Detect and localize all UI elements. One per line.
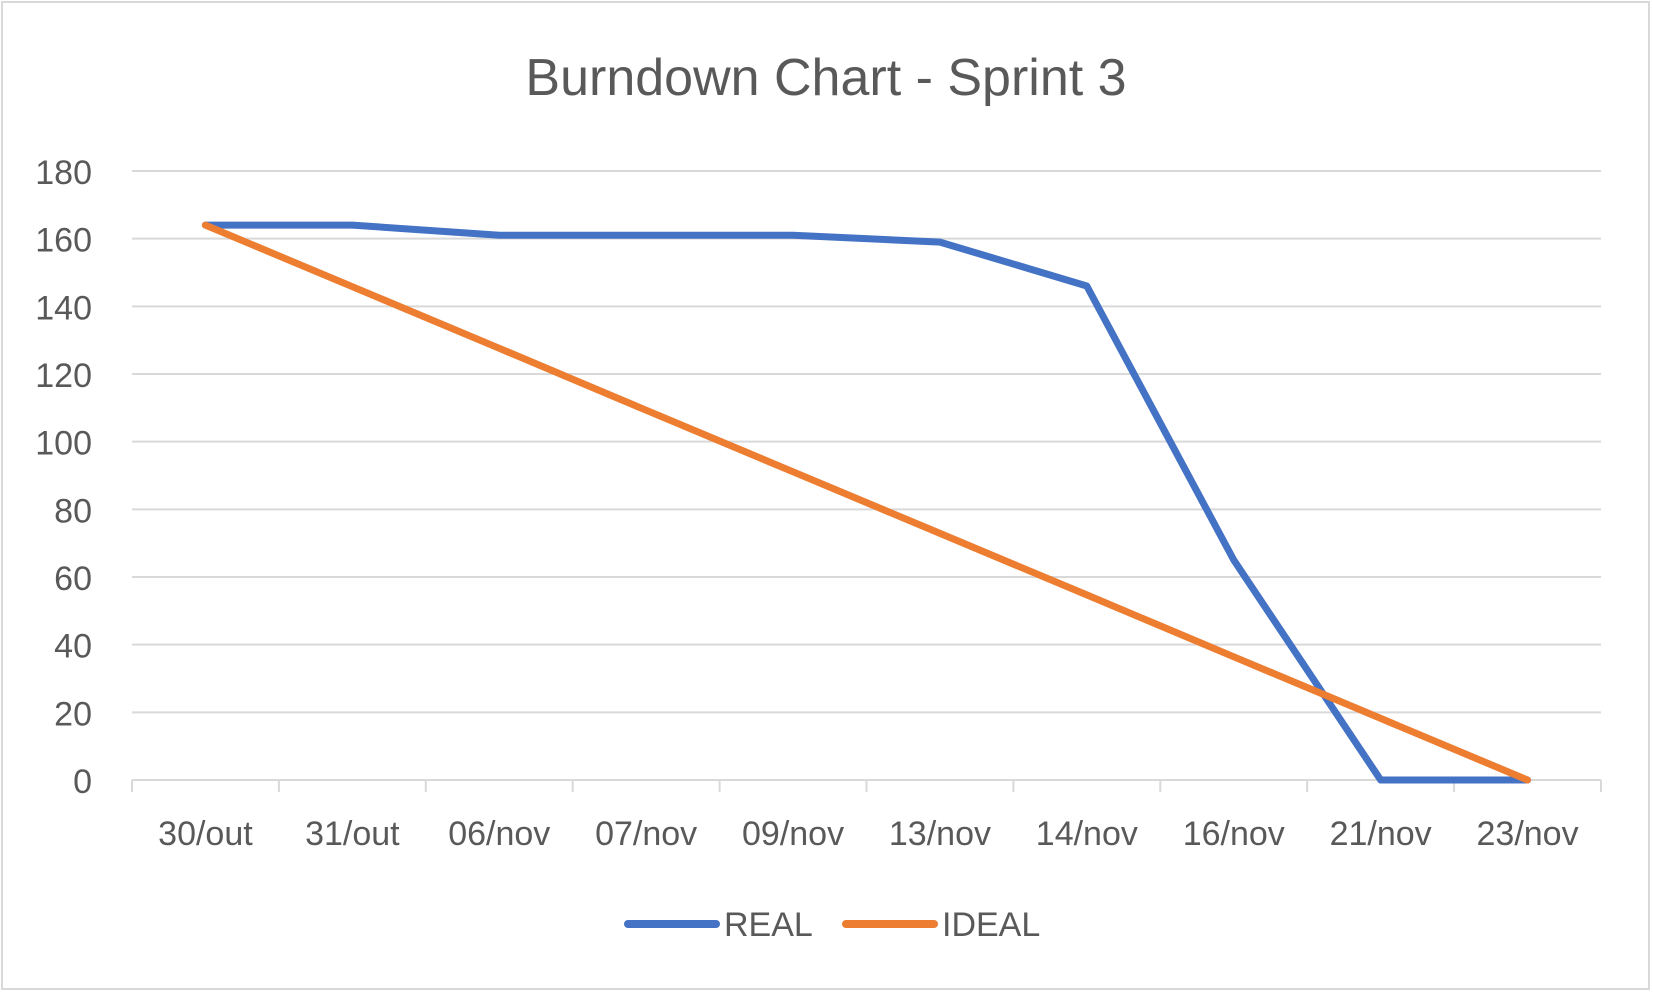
- legend: REAL IDEAL: [624, 906, 1040, 944]
- series-line-ideal: [201, 221, 1531, 784]
- grid-lines: [132, 170, 1601, 714]
- x-tick-label: 23/nov: [1477, 815, 1579, 853]
- x-tick-label: 13/nov: [889, 815, 991, 853]
- y-tick-label: 60: [54, 560, 92, 598]
- y-tick-label: 40: [54, 628, 92, 666]
- y-axis-ticks: 0 20 40 60 80 100 120 140 160 180: [35, 154, 92, 801]
- y-tick-label: 20: [54, 695, 92, 733]
- x-tick-label: 06/nov: [448, 815, 550, 853]
- y-tick-label: 100: [35, 425, 92, 463]
- y-tick-label: 80: [54, 492, 92, 530]
- x-tick-label: 21/nov: [1330, 815, 1432, 853]
- y-tick-label: 160: [35, 222, 92, 260]
- x-tick-label: 31/out: [305, 815, 400, 853]
- series-line-real: [201, 221, 1531, 784]
- x-tick-label: 09/nov: [742, 815, 844, 853]
- x-tick-label: 14/nov: [1036, 815, 1138, 853]
- x-tick-label: 07/nov: [595, 815, 697, 853]
- legend-label-ideal: IDEAL: [942, 906, 1040, 944]
- series-lines: [201, 221, 1531, 784]
- legend-label-real: REAL: [724, 906, 813, 944]
- y-tick-label: 180: [35, 154, 92, 192]
- y-tick-label: 120: [35, 357, 92, 395]
- x-tick-label: 30/out: [158, 815, 253, 853]
- y-tick-label: 140: [35, 289, 92, 327]
- x-tick-label: 16/nov: [1183, 815, 1285, 853]
- x-axis: 30/out 31/out 06/nov 07/nov 09/nov 13/nov 14/n…: [131, 779, 1602, 853]
- y-tick-label: 0: [73, 763, 92, 801]
- chart-title: Burndown Chart - Sprint 3: [525, 49, 1126, 107]
